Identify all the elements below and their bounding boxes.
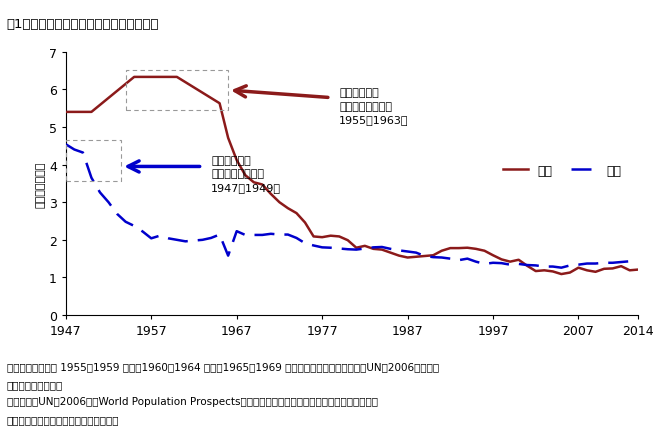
Y-axis label: 合計特殊出生率: 合計特殊出生率 xyxy=(36,161,46,207)
Bar xyxy=(126,71,228,111)
Text: 省統計情報部『人口動態統計』より作成: 省統計情報部『人口動態統計』より作成 xyxy=(7,414,119,424)
Text: 韓国における
ベビーブーム世代
1955～1963年: 韓国における ベビーブーム世代 1955～1963年 xyxy=(340,88,409,124)
Text: 平均の数値を利用。: 平均の数値を利用。 xyxy=(7,379,63,389)
Text: 図1　日韓における合計特殊出生率の動向: 図1 日韓における合計特殊出生率の動向 xyxy=(7,18,159,31)
Text: 注）韓国における 1955～1959 年度、1960～1964 年度、1965～1969 年度はデータの制約により、UN（2006）の５年: 注）韓国における 1955～1959 年度、1960～1964 年度、1965～… xyxy=(7,361,439,371)
Bar xyxy=(66,141,121,182)
Text: 日本における
ベビーブーム世代
1947～1949年: 日本における ベビーブーム世代 1947～1949年 xyxy=(211,156,281,192)
Text: 資料出所）UN（2006）　World Population Prospects、韓国統計庁「人口動態統計」各年度、厉生労働: 資料出所）UN（2006） World Population Prospects… xyxy=(7,396,378,406)
Legend: 韓国, 日本: 韓国, 日本 xyxy=(497,159,626,182)
